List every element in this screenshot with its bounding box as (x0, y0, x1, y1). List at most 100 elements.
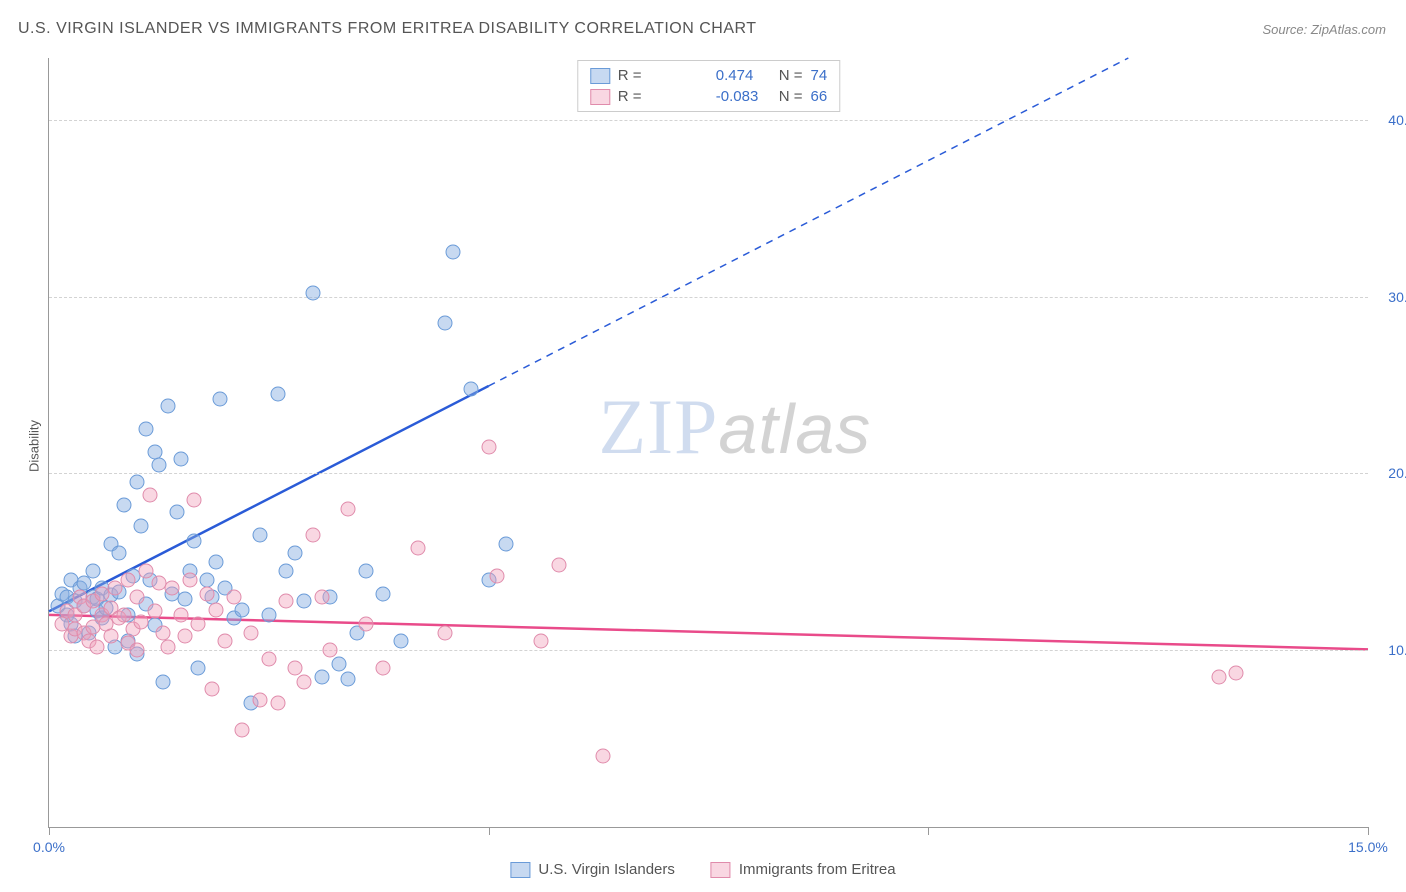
data-point (464, 381, 479, 396)
data-point (160, 639, 175, 654)
data-point (235, 722, 250, 737)
data-point (261, 652, 276, 667)
data-point (490, 568, 505, 583)
data-point (481, 439, 496, 454)
correlation-legend: R =0.474N =74R =-0.083N =66 (577, 60, 840, 112)
data-point (305, 528, 320, 543)
gridline (49, 473, 1368, 474)
data-point (437, 625, 452, 640)
legend-row: R =0.474N =74 (590, 65, 827, 86)
data-point (178, 591, 193, 606)
data-point (187, 492, 202, 507)
data-point (305, 286, 320, 301)
gridline (49, 120, 1368, 121)
legend-swatch (590, 68, 610, 84)
data-point (160, 399, 175, 414)
scatter-chart: ZIPatlas R =0.474N =74R =-0.083N =66 10.… (48, 58, 1368, 828)
y-tick-label: 30.0% (1388, 289, 1406, 305)
data-point (297, 593, 312, 608)
source-label: Source: (1262, 22, 1310, 37)
data-point (209, 602, 224, 617)
x-tick (928, 827, 929, 835)
n-value: 66 (811, 88, 828, 105)
r-value: -0.083 (716, 88, 771, 105)
data-point (77, 576, 92, 591)
n-value: 74 (811, 67, 828, 84)
y-tick-label: 40.0% (1388, 112, 1406, 128)
x-tick (49, 827, 50, 835)
data-point (191, 616, 206, 631)
data-point (90, 639, 105, 654)
data-point (288, 660, 303, 675)
data-point (358, 563, 373, 578)
data-point (187, 533, 202, 548)
x-tick-label: 15.0% (1348, 839, 1388, 855)
data-point (235, 602, 250, 617)
data-point (147, 604, 162, 619)
data-point (534, 634, 549, 649)
data-point (499, 537, 514, 552)
data-point (103, 629, 118, 644)
trend-lines-layer (49, 58, 1368, 827)
data-point (129, 475, 144, 490)
data-point (178, 629, 193, 644)
data-point (253, 692, 268, 707)
data-point (446, 245, 461, 260)
data-point (151, 457, 166, 472)
legend-swatch (510, 862, 530, 878)
data-point (270, 696, 285, 711)
legend-label: U.S. Virgin Islanders (538, 861, 674, 878)
trend-line (49, 386, 489, 611)
data-point (552, 558, 567, 573)
data-point (226, 590, 241, 605)
chart-title: U.S. VIRGIN ISLANDER VS IMMIGRANTS FROM … (18, 20, 757, 38)
data-point (376, 660, 391, 675)
data-point (165, 581, 180, 596)
legend-swatch (711, 862, 731, 878)
data-point (143, 487, 158, 502)
data-point (121, 572, 136, 587)
legend-row: R = -0.083 N = 66 (590, 86, 827, 107)
x-tick-label: 0.0% (33, 839, 65, 855)
data-point (376, 586, 391, 601)
data-point (173, 452, 188, 467)
data-point (279, 563, 294, 578)
data-point (129, 590, 144, 605)
data-point (138, 422, 153, 437)
data-point (204, 682, 219, 697)
data-point (156, 675, 171, 690)
data-point (107, 581, 122, 596)
data-point (595, 749, 610, 764)
gridline (49, 297, 1368, 298)
n-label: N = (779, 88, 803, 105)
legend-label: Immigrants from Eritrea (739, 861, 896, 878)
data-point (340, 671, 355, 686)
data-point (270, 386, 285, 401)
data-point (253, 528, 268, 543)
data-point (173, 607, 188, 622)
data-point (112, 546, 127, 561)
r-label: R = (618, 67, 708, 84)
data-point (200, 572, 215, 587)
r-label: R = (618, 88, 708, 105)
data-point (1211, 669, 1226, 684)
data-point (85, 563, 100, 578)
data-point (156, 625, 171, 640)
series-legend: U.S. Virgin Islanders Immigrants from Eri… (510, 861, 895, 878)
data-point (134, 519, 149, 534)
data-point (288, 546, 303, 561)
data-point (217, 634, 232, 649)
data-point (297, 675, 312, 690)
data-point (209, 554, 224, 569)
y-axis-label: Disability (27, 420, 42, 472)
data-point (200, 586, 215, 601)
source-attribution: Source: ZipAtlas.com (1262, 22, 1386, 37)
legend-item: U.S. Virgin Islanders (510, 861, 674, 878)
data-point (261, 607, 276, 622)
x-tick (1368, 827, 1369, 835)
y-tick-label: 10.0% (1388, 642, 1406, 658)
data-point (134, 614, 149, 629)
legend-item: Immigrants from Eritrea (711, 861, 896, 878)
y-tick-label: 20.0% (1388, 465, 1406, 481)
data-point (169, 505, 184, 520)
